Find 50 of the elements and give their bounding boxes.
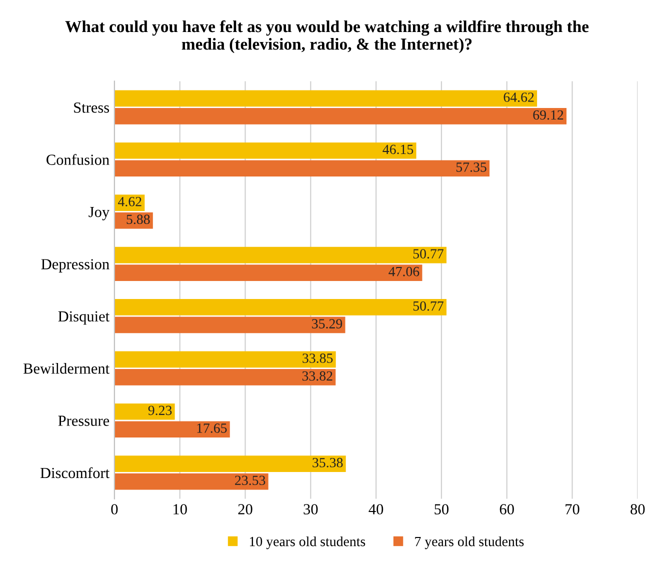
data-label: 47.06 — [388, 266, 420, 276]
data-label: 35.38 — [312, 458, 343, 468]
legend-label: 7 years old students — [415, 536, 524, 550]
data-label: 9.23 — [148, 406, 172, 416]
data-label: 5.88 — [126, 214, 150, 224]
data-label: 33.82 — [302, 371, 332, 381]
x-tick-label: 30 — [304, 504, 318, 514]
y-tick-label: Pressure — [58, 416, 110, 426]
bar — [114, 142, 416, 159]
bar — [114, 456, 346, 472]
y-tick-label: Confusion — [46, 154, 110, 165]
x-tick-label: 50 — [434, 504, 449, 514]
data-label: 69.12 — [533, 110, 564, 120]
y-tick-label: Discomfort — [40, 467, 110, 478]
data-label: 64.62 — [504, 92, 534, 102]
y-tick-label: Disquiet — [58, 311, 110, 325]
bar — [114, 473, 268, 490]
x-tick-label: 40 — [368, 504, 384, 514]
data-label: 57.35 — [456, 162, 486, 172]
y-tick-label: Stress — [74, 102, 110, 113]
data-label: 35.29 — [312, 319, 342, 329]
bar — [114, 369, 336, 386]
data-label: 33.85 — [302, 354, 333, 363]
x-tick-label: 0 — [111, 504, 118, 514]
data-label: 50.77 — [413, 249, 444, 259]
bar — [114, 299, 446, 316]
bar — [114, 403, 175, 420]
bar — [114, 108, 566, 124]
bar — [114, 160, 490, 177]
x-tick-label: 10 — [174, 504, 187, 514]
data-label: 46.15 — [382, 144, 414, 154]
x-tick-label: 20 — [238, 504, 252, 514]
bar — [114, 351, 336, 368]
bar — [114, 264, 422, 281]
bar — [114, 246, 446, 264]
data-label: 17.65 — [197, 424, 227, 433]
chart-title: What could you have felt as you would be watching a wildfire through the media (television, radio, & the Internet)? — [65, 20, 589, 54]
data-label: 50.77 — [413, 301, 444, 311]
x-tick-label: 70 — [566, 504, 580, 514]
y-tick-label: Depression — [41, 259, 110, 272]
x-tick-label: 80 — [630, 504, 645, 514]
bar — [114, 316, 346, 334]
y-tick-label: Joy — [88, 206, 110, 220]
bar — [114, 90, 538, 107]
bar — [114, 421, 230, 438]
data-label: 23.53 — [235, 476, 266, 486]
legend-label: 10 years old students — [250, 536, 366, 550]
data-label: 4.62 — [118, 196, 142, 206]
y-tick-label: Bewilderment — [23, 363, 110, 374]
x-tick-label: 60 — [500, 504, 514, 514]
